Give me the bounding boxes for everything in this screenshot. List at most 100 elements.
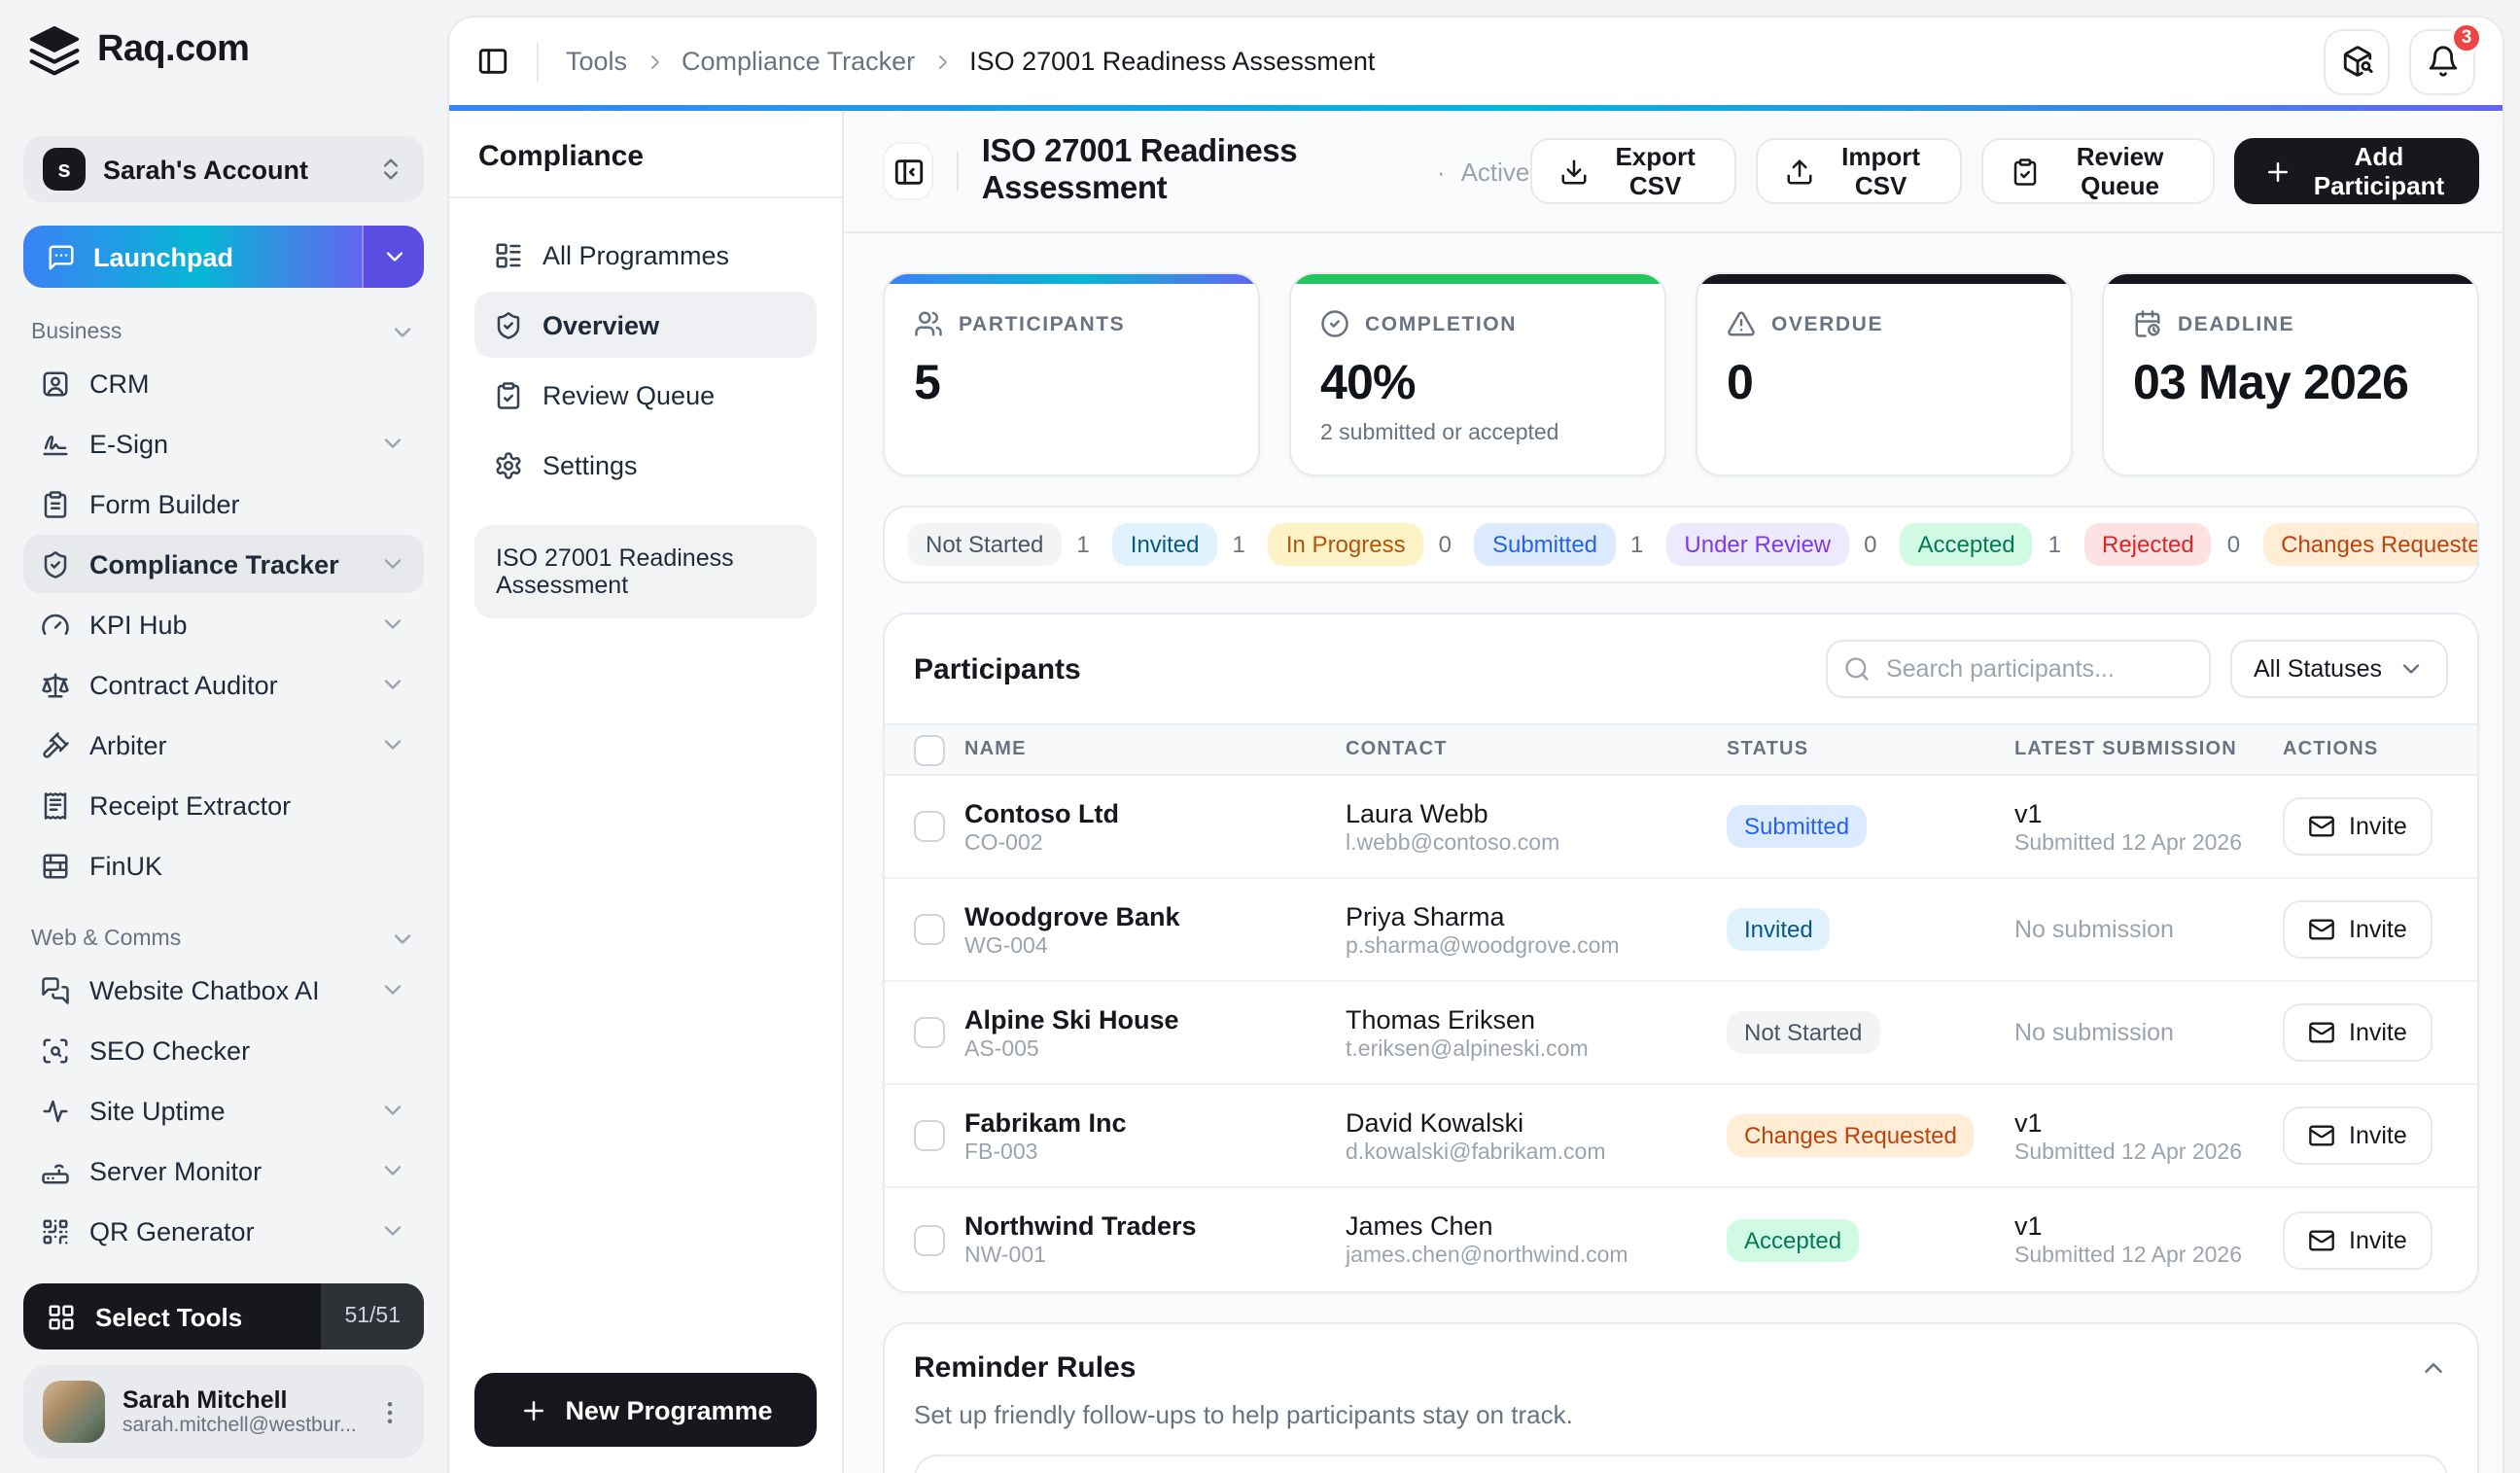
row-checkbox[interactable] (914, 1224, 945, 1255)
programme-pill[interactable]: ISO 27001 Readiness Assessment (474, 525, 817, 618)
sidebar-section-business[interactable]: Business (31, 319, 416, 346)
select-all-checkbox[interactable] (914, 734, 945, 765)
invite-button[interactable]: Invite (2283, 1003, 2432, 1062)
breadcrumb-item-iso-27001-readiness-assessment: ISO 27001 Readiness Assessment (969, 47, 1376, 76)
sidebar-item-receipt-extractor[interactable]: Receipt Extractor (23, 776, 424, 834)
subnav-item-all-programmes[interactable]: All Programmes (474, 222, 817, 288)
sidebar-item-label: Form Builder (89, 489, 240, 518)
launchpad-button[interactable]: Launchpad (23, 226, 424, 288)
row-checkbox[interactable] (914, 1017, 945, 1048)
mail-icon (2308, 1122, 2335, 1149)
sidebar-section-web-comms[interactable]: Web & Comms (31, 926, 416, 953)
ellipsis-vertical-icon[interactable] (375, 1397, 404, 1426)
new-programme-button[interactable]: New Programme (474, 1373, 817, 1447)
compliance-subnav: Compliance All Programmes Overview Review … (449, 111, 844, 1473)
sidebar-item-website-chatbox-ai[interactable]: Website Chatbox AI (23, 961, 424, 1019)
sidebar-item-finuk[interactable]: FinUK (23, 836, 424, 894)
participant-code: AS-005 (964, 1037, 1039, 1061)
page-status: · Active (1437, 157, 1530, 186)
status-summary-not-started[interactable]: Not Started 1 (908, 523, 1090, 566)
sidebar-item-compliance-tracker[interactable]: Compliance Tracker (23, 535, 424, 593)
status-summary-invited[interactable]: Invited 1 (1112, 523, 1245, 566)
sidebar-item-label: Site Uptime (89, 1096, 226, 1125)
sidebar-section-label: Business (31, 321, 122, 344)
invite-button[interactable]: Invite (2283, 1210, 2432, 1269)
subnav-item-review-queue[interactable]: Review Queue (474, 362, 817, 428)
sidebar-item-contract-auditor[interactable]: Contract Auditor (23, 655, 424, 714)
chevron-down-icon (379, 976, 406, 1003)
export-csv-button[interactable]: Export CSV (1529, 138, 1736, 204)
invite-button[interactable]: Invite (2283, 1106, 2432, 1165)
package-search-button[interactable] (2324, 28, 2390, 94)
status-pill: Under Review (1666, 523, 1849, 566)
clipboard-check-icon (494, 380, 523, 409)
select-tools-button[interactable]: Select Tools 51/51 (23, 1283, 424, 1350)
notifications-button[interactable]: 3 (2409, 20, 2483, 94)
row-checkbox[interactable] (914, 1120, 945, 1151)
status-pill: In Progress (1268, 523, 1423, 566)
subnav-item-settings[interactable]: Settings (474, 432, 817, 498)
sidebar-item-seo-checker[interactable]: SEO Checker (23, 1021, 424, 1079)
status-count: 1 (1630, 531, 1644, 558)
sidebar-item-label: Compliance Tracker (89, 549, 339, 579)
sidebar-item-qr-generator[interactable]: QR Generator (23, 1202, 424, 1260)
user-card[interactable]: Sarah Mitchell sarah.mitchell@westbur... (23, 1365, 424, 1458)
chevron-down-icon (379, 671, 406, 698)
breadcrumb-item-tools[interactable]: Tools (566, 47, 628, 76)
stat-card-label: COMPLETION (1365, 312, 1517, 335)
contact-email: d.kowalski@fabrikam.com (1346, 1140, 1606, 1164)
button-label: Import CSV (1841, 142, 1921, 200)
alert-triangle-icon (1727, 309, 1756, 338)
stat-card-deadline: DEADLINE 03 May 2026 (2102, 272, 2479, 476)
collapse-panel-button[interactable] (883, 142, 934, 200)
subnav-item-label: Review Queue (542, 380, 716, 409)
status-summary-in-progress[interactable]: In Progress 0 (1268, 523, 1452, 566)
bell-icon (2426, 45, 2459, 78)
status-count: 1 (1232, 531, 1245, 558)
review-queue-button[interactable]: Review Queue (1980, 138, 2215, 204)
search-input[interactable] (1825, 640, 2211, 698)
invite-button[interactable]: Invite (2283, 797, 2432, 856)
status-summary-rejected[interactable]: Rejected 0 (2084, 523, 2240, 566)
status-summary-submitted[interactable]: Submitted 1 (1474, 523, 1644, 566)
status-pill: Accepted (1900, 523, 2033, 566)
sidebar-item-form-builder[interactable]: Form Builder (23, 474, 424, 533)
invite-button[interactable]: Invite (2283, 900, 2432, 959)
stat-card-label-row: COMPLETION (1320, 309, 1635, 338)
sidebar-item-label: Contract Auditor (89, 670, 278, 699)
sidebar-item-server-monitor[interactable]: Server Monitor (23, 1141, 424, 1200)
crm-contact-icon (41, 368, 70, 398)
user-meta: Sarah Mitchell sarah.mitchell@westbur... (122, 1386, 358, 1437)
add-participant-button[interactable]: Add Participant (2233, 138, 2480, 204)
launchpad-caret-button[interactable] (362, 226, 424, 288)
row-checkbox[interactable] (914, 811, 945, 842)
activity-icon (41, 1096, 70, 1125)
stat-card-value: 5 (914, 356, 941, 410)
rules-list: Send 7 days before the deadlineDisable (914, 1455, 2448, 1473)
launchpad-main[interactable]: Launchpad (23, 226, 362, 288)
reminder-rules-panel: Reminder Rules Set up friendly follow-up… (883, 1322, 2479, 1473)
row-checkbox[interactable] (914, 914, 945, 945)
status-badge: Submitted (1727, 805, 1868, 848)
stat-card-label: DEADLINE (2178, 312, 2295, 335)
contact-cell: James Chen james.chen@northwind.com (1346, 1211, 1727, 1268)
account-switcher[interactable]: s Sarah's Account (23, 136, 424, 202)
sidebar-item-kpi-hub[interactable]: KPI Hub (23, 595, 424, 653)
breadcrumb-item-compliance-tracker[interactable]: Compliance Tracker (682, 47, 916, 76)
status-summary-under-review[interactable]: Under Review 0 (1666, 523, 1877, 566)
import-csv-button[interactable]: Import CSV (1755, 138, 1962, 204)
circle-check-icon (1320, 309, 1349, 338)
breadcrumb: Tools Compliance Tracker ISO 27001 Readine… (566, 47, 1375, 76)
sidebar-item-e-sign[interactable]: E-Sign (23, 414, 424, 473)
status-summary-accepted[interactable]: Accepted 1 (1900, 523, 2061, 566)
status-filter-dropdown[interactable]: All Statuses (2229, 640, 2448, 698)
panel-left-icon[interactable] (476, 45, 509, 78)
sidebar-item-crm[interactable]: CRM (23, 354, 424, 412)
sidebar-item-site-uptime[interactable]: Site Uptime (23, 1081, 424, 1140)
status-summary-changes-requested[interactable]: Changes Requested1 (2263, 523, 2477, 566)
chevron-up-icon[interactable] (2419, 1353, 2448, 1383)
status-count: 1 (2048, 531, 2061, 558)
sidebar-item-arbiter[interactable]: Arbiter (23, 716, 424, 774)
subnav-item-overview[interactable]: Overview (474, 292, 817, 358)
